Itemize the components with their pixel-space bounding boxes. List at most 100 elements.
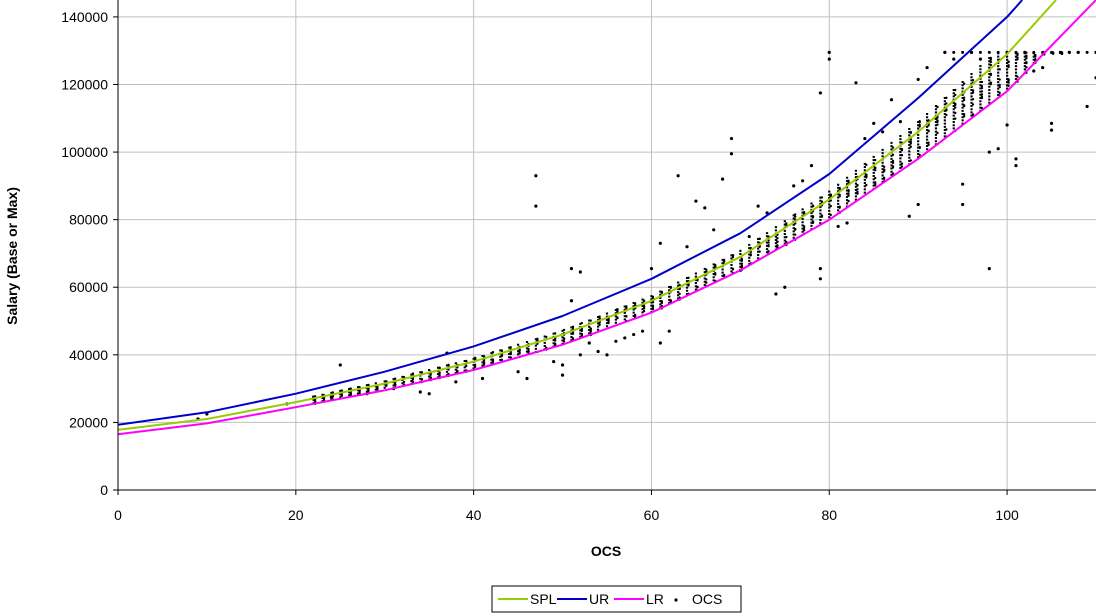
ocs-point [989, 56, 993, 60]
ocs-point [731, 254, 735, 257]
ocs-point [705, 268, 708, 271]
ocs-point [891, 172, 895, 175]
ocs-point [865, 173, 868, 176]
ocs-point [996, 50, 1000, 54]
ocs-point [971, 79, 975, 82]
ocs-point [1014, 163, 1018, 168]
ocs-point [954, 111, 957, 115]
ocs-point [785, 235, 788, 239]
ocs-point [987, 267, 991, 271]
ocs-point [952, 57, 956, 61]
ocs-point [687, 283, 690, 286]
ocs-point [767, 245, 770, 248]
ocs-point [420, 378, 423, 381]
ocs-point [685, 245, 689, 249]
ocs-point [758, 245, 761, 249]
ocs-point [596, 349, 600, 354]
ocs-point [767, 249, 770, 253]
ocs-point [651, 307, 655, 310]
ocs-point [651, 305, 655, 308]
ocs-point [560, 363, 565, 367]
ocs-point [794, 215, 797, 218]
ocs-point [553, 342, 557, 345]
grid-layer [118, 0, 1096, 490]
ocs-point [402, 380, 406, 384]
ocs-point [749, 253, 752, 256]
ocs-point [874, 168, 877, 172]
ocs-point [962, 115, 966, 118]
ocs-point [980, 86, 984, 90]
ocs-point [827, 50, 831, 54]
ocs-point [722, 260, 726, 263]
ocs-point [598, 323, 601, 327]
ocs-point [473, 363, 477, 367]
ocs-point [925, 65, 929, 70]
y-tick-label: 80000 [69, 212, 108, 228]
ocs-point [625, 315, 628, 318]
ocs-point [1025, 66, 1028, 69]
ocs-point [794, 233, 797, 236]
ocs-point [669, 285, 672, 289]
ocs-point [829, 204, 832, 208]
ocs-point [980, 85, 984, 88]
ocs-point [1050, 50, 1054, 54]
ocs-point [465, 364, 468, 368]
legend-label-spl: SPL [530, 591, 557, 607]
ocs-point [900, 148, 904, 152]
ocs-point [536, 337, 539, 341]
ocs-point [562, 340, 566, 343]
ocs-point [560, 373, 565, 377]
ocs-point [927, 141, 930, 144]
ocs-point [322, 397, 326, 401]
ocs-point [945, 109, 948, 112]
ocs-point [418, 390, 422, 394]
ocs-point [847, 192, 850, 195]
ocs-point [936, 131, 939, 135]
ocs-point [756, 204, 760, 208]
ocs-point [891, 146, 895, 149]
ocs-point [569, 299, 574, 303]
ocs-point [971, 89, 975, 92]
ocs-point [1067, 50, 1071, 54]
ocs-point [845, 221, 849, 225]
ocs-point [625, 305, 628, 308]
ocs-point [1025, 57, 1028, 60]
y-tick-label: 40000 [69, 347, 108, 363]
ocs-point [980, 80, 984, 84]
ocs-point [943, 50, 947, 54]
ocs-point [874, 166, 877, 169]
ocs-point [987, 50, 991, 54]
ocs-point [954, 88, 957, 92]
ocs-point [918, 153, 921, 157]
ocs-point [1085, 104, 1089, 109]
ocs-point [349, 387, 352, 390]
ocs-point [889, 98, 894, 102]
ocs-point [874, 176, 877, 180]
ocs-point [482, 361, 486, 365]
ocs-point [553, 332, 557, 335]
ocs-point [882, 165, 886, 169]
ocs-point [456, 370, 459, 373]
ocs-point [632, 332, 636, 337]
ocs-point [427, 392, 431, 396]
ocs-point [1016, 58, 1019, 61]
y-tick-label: 20000 [69, 414, 108, 430]
ocs-point [640, 329, 645, 333]
legend-label-ur: UR [589, 591, 609, 607]
legend-label-ocs: OCS [692, 591, 722, 607]
ocs-point [811, 214, 815, 218]
ocs-point [509, 346, 512, 349]
ocs-point [811, 204, 815, 208]
ocs-point [998, 78, 1001, 81]
ocs-point [945, 128, 948, 131]
ocs-point [411, 373, 415, 376]
ocs-point [962, 82, 966, 85]
ocs-point [874, 158, 877, 162]
ocs-point [705, 278, 708, 281]
axes-layer [113, 0, 1096, 495]
ocs-point [916, 202, 920, 207]
x-tick-label: 60 [644, 507, 660, 523]
ocs-point [340, 389, 343, 392]
ocs-point [525, 376, 529, 381]
